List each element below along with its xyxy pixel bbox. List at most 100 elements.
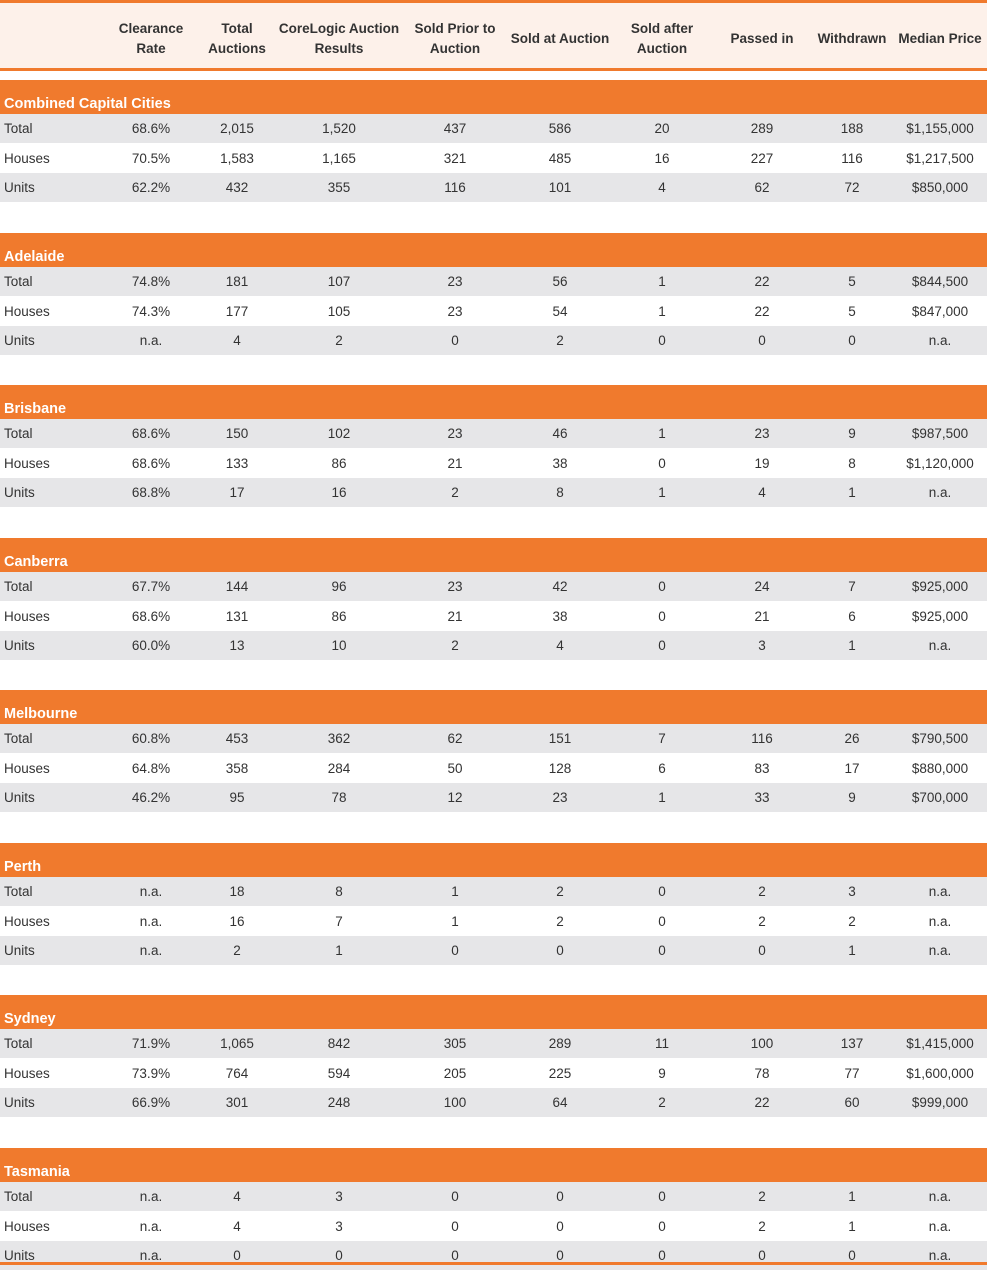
table-cell: 4 bbox=[758, 485, 766, 500]
table-cell: 181 bbox=[225, 274, 249, 289]
row-label: Units bbox=[4, 485, 35, 500]
table-cell: 23 bbox=[447, 303, 463, 319]
table-row: Total 74.8% 181 107 23 56 1 22 5 $844,500 bbox=[0, 267, 987, 296]
table-cell: 13 bbox=[229, 638, 245, 653]
table-cell: n.a. bbox=[139, 913, 163, 929]
table-cell: 0 bbox=[556, 1189, 564, 1204]
table-cell: 38 bbox=[552, 608, 568, 624]
table-cell: 50 bbox=[447, 760, 463, 776]
table-cell: 46.2% bbox=[131, 790, 171, 805]
table-row: Total n.a. 18 8 1 2 0 2 3 n.a. bbox=[0, 877, 987, 906]
column-header: Sold after Auction bbox=[630, 20, 694, 56]
table-row: Houses n.a. 16 7 1 2 0 2 2 n.a. bbox=[0, 907, 987, 936]
table-cell: n.a. bbox=[928, 638, 952, 653]
table-cell: 1 bbox=[451, 884, 459, 899]
table-cell: 0 bbox=[451, 1248, 459, 1263]
table-cell: $880,000 bbox=[911, 760, 969, 776]
table-cell: n.a. bbox=[928, 333, 952, 348]
table-cell: 305 bbox=[443, 1036, 467, 1051]
table-cell: 64 bbox=[552, 1095, 568, 1110]
table-cell: 7 bbox=[658, 731, 666, 746]
table-cell: 227 bbox=[750, 150, 774, 166]
table-cell: 8 bbox=[556, 485, 564, 500]
table-cell: 0 bbox=[758, 333, 766, 348]
table-row: Total n.a. 4 3 0 0 0 2 1 n.a. bbox=[0, 1182, 987, 1211]
table-cell: 150 bbox=[225, 426, 249, 441]
table-cell: n.a. bbox=[139, 943, 163, 958]
table-cell: n.a. bbox=[928, 884, 952, 899]
table-cell: 248 bbox=[327, 1095, 351, 1110]
table-cell: 0 bbox=[556, 943, 564, 958]
table-cell: 321 bbox=[443, 150, 467, 166]
table-cell: 1 bbox=[658, 303, 666, 319]
table-cell: 0 bbox=[758, 943, 766, 958]
table-cell: 137 bbox=[840, 1036, 864, 1051]
row-label: Houses bbox=[4, 760, 50, 776]
table-row: Houses 73.9% 764 594 205 225 9 78 77 $1,600,000 bbox=[0, 1059, 987, 1088]
table-cell: 594 bbox=[327, 1065, 351, 1081]
table-cell: 0 bbox=[451, 333, 459, 348]
table-cell: 0 bbox=[658, 884, 666, 899]
table-row: Houses 74.3% 177 105 23 54 1 22 5 $847,000 bbox=[0, 297, 987, 326]
section-title: Melbourne bbox=[0, 690, 987, 724]
table-cell: 9 bbox=[658, 1065, 666, 1081]
row-label: Units bbox=[4, 1095, 35, 1110]
table-cell: 362 bbox=[327, 731, 351, 746]
table-cell: 107 bbox=[327, 274, 351, 289]
table-cell: $1,217,500 bbox=[906, 150, 974, 166]
row-label: Units bbox=[4, 790, 35, 805]
table-cell: 5 bbox=[848, 303, 856, 319]
section-title: Adelaide bbox=[0, 233, 987, 267]
table-cell: 1,065 bbox=[220, 1036, 254, 1051]
table-cell: 437 bbox=[443, 121, 467, 136]
table-cell: 0 bbox=[451, 943, 459, 958]
table-cell: 2 bbox=[758, 913, 766, 929]
section-title: Sydney bbox=[0, 995, 987, 1029]
table-cell: 19 bbox=[754, 455, 770, 471]
table-cell: $925,000 bbox=[911, 608, 969, 624]
row-label: Houses bbox=[4, 455, 50, 471]
row-label: Total bbox=[4, 121, 33, 136]
table-cell: 133 bbox=[225, 455, 249, 471]
table-row: Units 60.0% 13 10 2 4 0 3 1 n.a. bbox=[0, 631, 987, 660]
table-cell: 17 bbox=[229, 485, 245, 500]
table-cell: 86 bbox=[331, 608, 347, 624]
table-cell: 116 bbox=[751, 731, 773, 746]
table-cell: 21 bbox=[754, 608, 770, 624]
table-cell: 2 bbox=[758, 1218, 766, 1234]
table-cell: 23 bbox=[447, 579, 463, 594]
table-cell: 5 bbox=[848, 274, 856, 289]
table-cell: 4 bbox=[556, 638, 564, 653]
table-cell: 0 bbox=[658, 1248, 666, 1263]
table-cell: 17 bbox=[844, 760, 860, 776]
table-cell: 66.9% bbox=[131, 1095, 171, 1110]
table-cell: 78 bbox=[331, 790, 347, 805]
table-row: Total 71.9% 1,065 842 305 289 11 100 137 $1,415,0… bbox=[0, 1029, 987, 1058]
table-cell: 131 bbox=[225, 608, 249, 624]
table-cell: $850,000 bbox=[911, 180, 969, 195]
table-cell: 1 bbox=[658, 485, 666, 500]
table-cell: 3 bbox=[758, 638, 766, 653]
column-header: Sold at Auction bbox=[510, 30, 610, 46]
table-cell: 20 bbox=[654, 121, 670, 136]
table-cell: 73.9% bbox=[131, 1065, 171, 1081]
table-cell: 2 bbox=[451, 638, 459, 653]
table-cell: 100 bbox=[443, 1095, 467, 1110]
table-cell: 2 bbox=[451, 485, 459, 500]
table-cell: 22 bbox=[754, 303, 770, 319]
table-cell: 24 bbox=[754, 579, 770, 594]
table-cell: 1 bbox=[658, 274, 666, 289]
table-cell: 1,520 bbox=[322, 121, 356, 136]
table-cell: 0 bbox=[556, 1248, 564, 1263]
table-cell: 0 bbox=[451, 1218, 459, 1234]
table-cell: $847,000 bbox=[911, 303, 969, 319]
column-header: Total Auctions bbox=[208, 20, 266, 56]
table-cell: 74.3% bbox=[131, 303, 171, 319]
table-cell: 1 bbox=[848, 1189, 856, 1204]
table-cell: 6 bbox=[848, 608, 856, 624]
row-label: Houses bbox=[4, 1065, 50, 1081]
column-header: CoreLogic Auction Results bbox=[278, 20, 400, 56]
row-label: Houses bbox=[4, 150, 50, 166]
row-label: Total bbox=[4, 274, 33, 289]
table-row: Total 68.6% 2,015 1,520 437 586 20 289 188 $1,155… bbox=[0, 114, 987, 143]
